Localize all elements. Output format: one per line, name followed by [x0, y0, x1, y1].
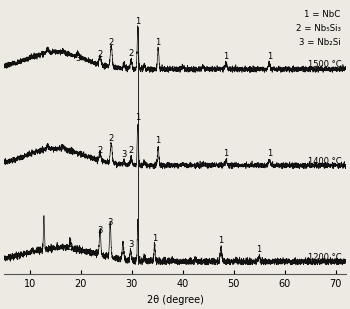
Text: 1: 1: [218, 236, 224, 245]
Text: 1: 1: [257, 245, 262, 254]
Text: 1: 1: [223, 149, 229, 158]
Text: 3: 3: [128, 240, 133, 249]
Text: 1: 1: [267, 52, 272, 61]
Text: 1: 1: [155, 136, 161, 145]
Text: 3: 3: [97, 226, 103, 235]
Text: 3: 3: [68, 243, 73, 252]
Text: 1: 1: [155, 38, 161, 47]
Text: 2: 2: [108, 134, 114, 143]
Text: 1 = NbC: 1 = NbC: [304, 10, 341, 19]
Text: 1500 °C: 1500 °C: [308, 60, 342, 70]
X-axis label: 2θ (degree): 2θ (degree): [147, 295, 203, 305]
Text: 1: 1: [135, 113, 140, 122]
Text: 2: 2: [97, 146, 103, 155]
Text: 3: 3: [121, 150, 127, 159]
Text: 3: 3: [107, 218, 113, 227]
Text: 1: 1: [267, 149, 272, 158]
Text: 1200 °C: 1200 °C: [308, 253, 342, 262]
Text: 3 = Nb₂Si: 3 = Nb₂Si: [299, 38, 341, 47]
Text: 2: 2: [97, 50, 103, 59]
Text: 2 = Nb₅Si₃: 2 = Nb₅Si₃: [296, 24, 341, 33]
Text: 2: 2: [128, 146, 134, 155]
Text: 1: 1: [135, 17, 140, 26]
Text: 3: 3: [75, 54, 81, 63]
Text: 1: 1: [223, 53, 229, 61]
Text: 1400 °C: 1400 °C: [308, 157, 342, 166]
Text: 2: 2: [108, 38, 114, 47]
Text: 2: 2: [128, 49, 134, 58]
Text: 1: 1: [152, 234, 157, 243]
